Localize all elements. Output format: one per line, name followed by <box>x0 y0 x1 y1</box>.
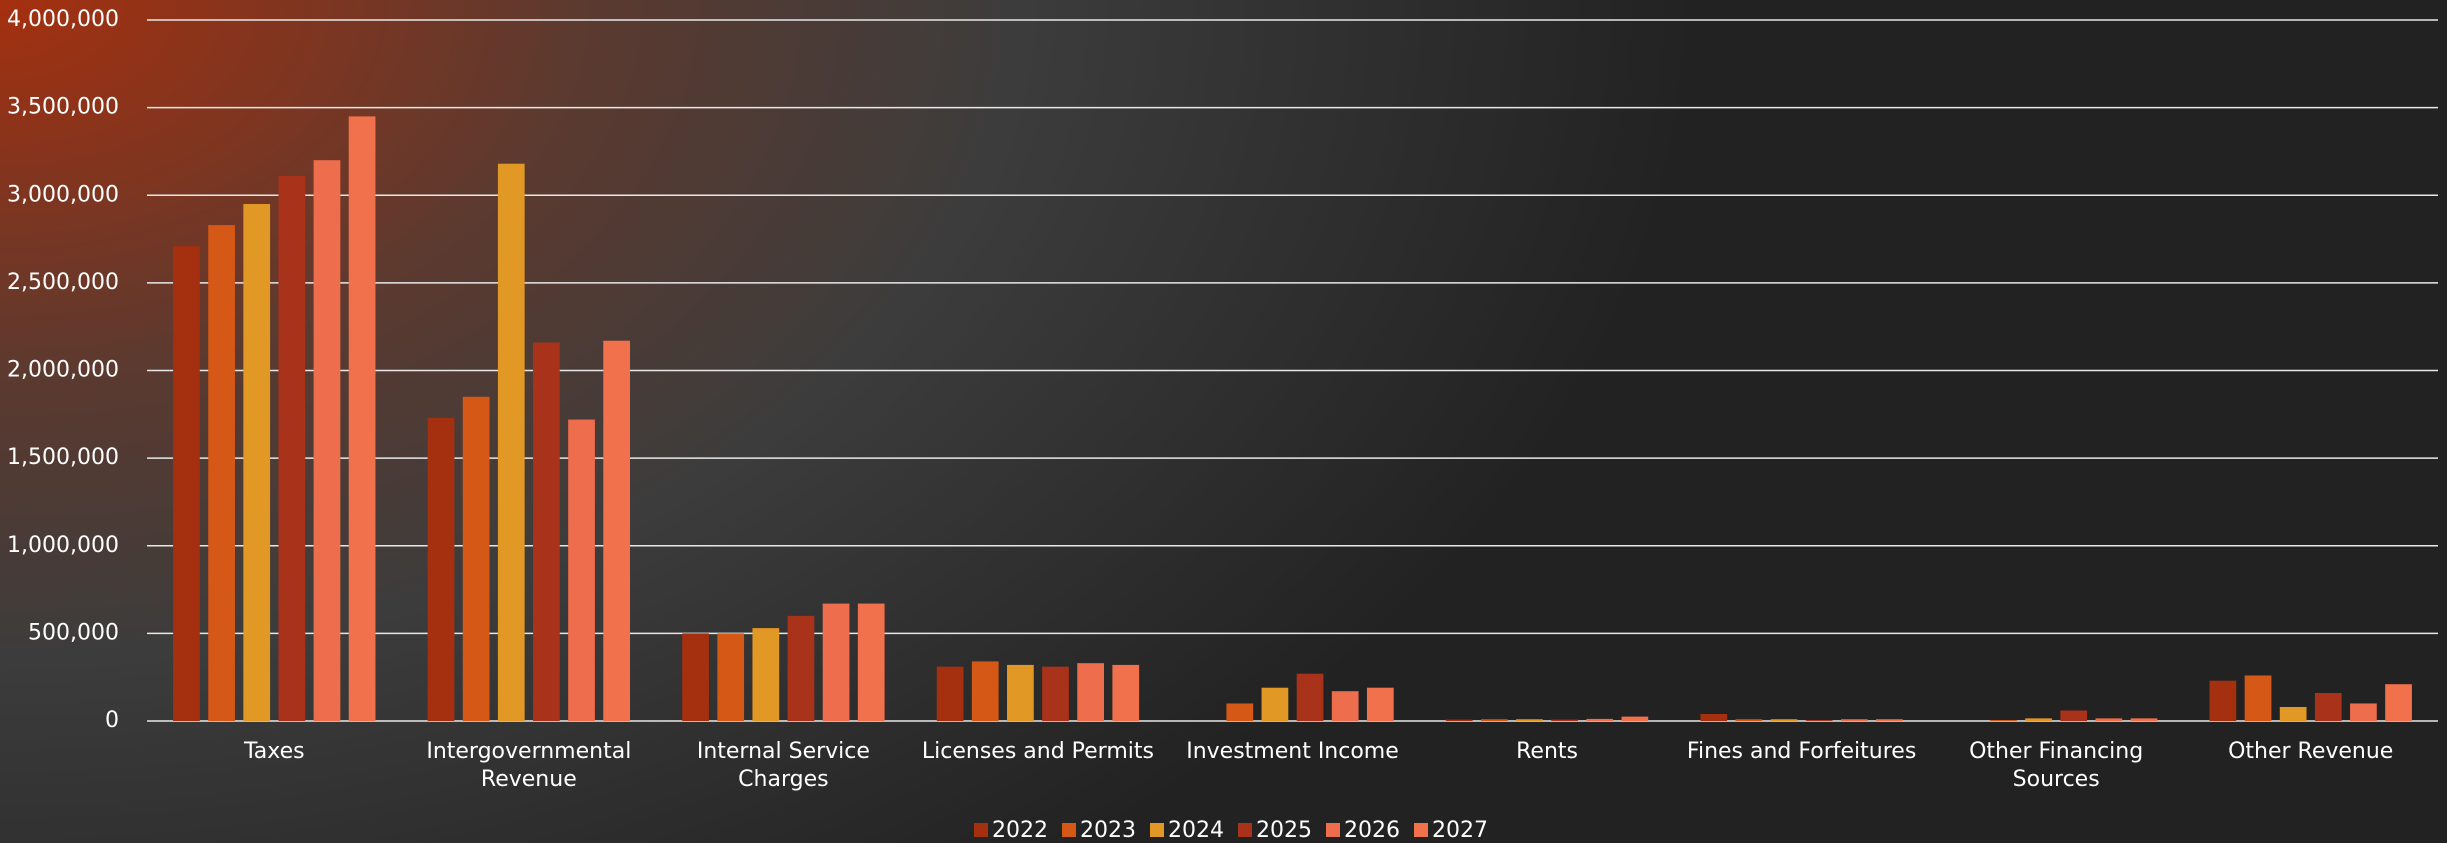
bar <box>1366 687 1394 721</box>
bar <box>971 661 999 721</box>
bar <box>1480 719 1508 721</box>
bar <box>1621 716 1649 721</box>
bar <box>1042 666 1069 721</box>
bar <box>1112 664 1140 721</box>
y-tick-label: 500,000 <box>28 620 119 645</box>
bar <box>2314 692 2342 721</box>
bar <box>348 116 376 721</box>
bar <box>2209 680 2237 721</box>
y-tick-label: 3,000,000 <box>7 182 119 207</box>
x-tick-label: Internal Service Charges <box>696 739 870 792</box>
y-tick-label: 3,500,000 <box>7 95 119 120</box>
bar <box>1735 719 1763 721</box>
bar <box>1805 720 1833 721</box>
x-tick-label: Fines and Forfeitures <box>1686 739 1917 764</box>
bar <box>787 615 815 721</box>
bar <box>1700 713 1728 721</box>
bar <box>1990 720 2017 721</box>
bar <box>173 246 200 721</box>
bar <box>2279 706 2307 721</box>
y-tick-label: 2,000,000 <box>7 358 119 383</box>
bar <box>497 163 525 721</box>
bar <box>752 628 780 721</box>
legend-swatch <box>1414 823 1428 837</box>
x-tick-label: Rents <box>1516 739 1578 764</box>
y-tick-label: 1,000,000 <box>7 533 119 558</box>
x-tick-label: Intergovernmental Revenue <box>426 739 632 792</box>
bar <box>1840 719 1868 721</box>
bar <box>1296 673 1324 721</box>
x-tick-label: Licenses and Permits <box>921 739 1154 764</box>
bar <box>2025 718 2052 721</box>
y-tick-label: 1,500,000 <box>7 445 119 470</box>
bar <box>936 666 964 721</box>
bar <box>1077 663 1105 721</box>
legend-swatch <box>1062 823 1076 837</box>
bar <box>1876 719 1903 721</box>
bar <box>1770 719 1798 721</box>
bar <box>2350 703 2377 721</box>
legend-label: 2026 <box>1344 818 1400 843</box>
bar <box>1516 719 1543 721</box>
bar <box>533 342 560 721</box>
bar <box>462 396 490 721</box>
bar <box>568 419 595 721</box>
bar <box>2244 675 2272 721</box>
bar <box>1226 703 1254 721</box>
y-tick-label: 4,000,000 <box>7 7 119 32</box>
bar <box>1551 719 1578 721</box>
bar <box>1261 687 1289 721</box>
y-tick-label: 2,500,000 <box>7 270 119 295</box>
bar <box>1331 691 1359 721</box>
legend-label: 2022 <box>992 818 1048 843</box>
bar <box>2130 718 2158 721</box>
bar <box>857 603 885 721</box>
bar <box>278 175 306 721</box>
legend-swatch <box>1238 823 1252 837</box>
legend-label: 2023 <box>1080 818 1136 843</box>
bar <box>2060 710 2088 721</box>
legend-label: 2024 <box>1168 818 1224 843</box>
x-tick-label: Other Financing Sources <box>1969 739 2144 792</box>
x-tick-label: Other Revenue <box>2228 739 2394 764</box>
legend-swatch <box>1150 823 1164 837</box>
legend-label: 2027 <box>1432 818 1488 843</box>
legend-swatch <box>1326 823 1340 837</box>
y-tick-label: 0 <box>105 708 119 733</box>
bar <box>313 160 341 721</box>
bar <box>1586 718 1614 721</box>
bar <box>682 633 709 721</box>
bar <box>427 417 455 721</box>
bar <box>717 633 745 721</box>
bar <box>603 340 631 721</box>
x-tick-label: Investment Income <box>1186 739 1399 764</box>
bar <box>208 225 235 722</box>
bar <box>2095 718 2123 721</box>
legend-swatch <box>974 823 988 837</box>
legend-label: 2025 <box>1256 818 1312 843</box>
bar <box>243 204 271 721</box>
bar <box>1007 664 1034 721</box>
x-tick-label: Taxes <box>243 739 305 764</box>
bar <box>1445 719 1473 721</box>
bar <box>2385 684 2412 721</box>
bar <box>822 603 850 721</box>
